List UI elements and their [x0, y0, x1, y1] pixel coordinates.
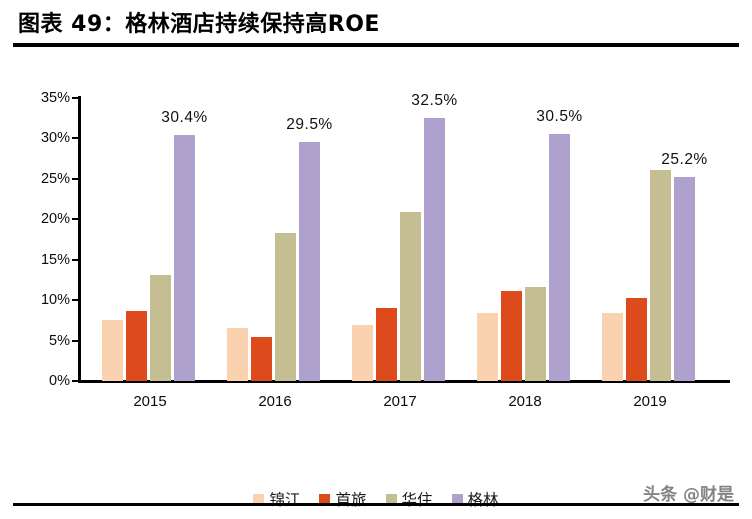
- y-axis-tick-label: 0%: [49, 373, 70, 389]
- title-divider: [13, 43, 739, 47]
- bar-格林-2015: [174, 135, 195, 381]
- legend-label: 首旅: [335, 491, 367, 509]
- footer-divider: [13, 503, 739, 506]
- bar-锦江-2016: [227, 327, 248, 381]
- bar-首旅-2015: [126, 311, 147, 381]
- legend-swatch-icon: [253, 493, 265, 505]
- legend-swatch-icon: [385, 493, 397, 505]
- y-axis-line: [78, 96, 81, 383]
- legend-label: 格林: [467, 491, 499, 509]
- bar-锦江-2017: [352, 325, 373, 381]
- bar-华住-2017: [400, 212, 421, 381]
- x-axis-tick-label: 2017: [383, 393, 417, 410]
- watermark: 头条 @财是: [643, 485, 734, 505]
- chart-legend: 锦江 首旅 华住 格林: [0, 488, 752, 510]
- bar-group: [477, 98, 573, 381]
- bar-格林-2018: [549, 134, 570, 381]
- bar-首旅-2018: [501, 291, 522, 381]
- bar-锦江-2018: [477, 313, 498, 381]
- bar-group: [227, 98, 323, 381]
- bar-group: [352, 98, 448, 381]
- bar-华住-2016: [275, 233, 296, 381]
- legend-item-格林[interactable]: 格林: [451, 488, 499, 510]
- legend-label: 锦江: [269, 491, 301, 509]
- y-axis-tick-mark: [72, 299, 80, 302]
- y-axis-tick-mark: [72, 137, 80, 140]
- data-label: 29.5%: [286, 116, 333, 134]
- bar-group: [602, 98, 698, 381]
- y-axis-tick-mark: [72, 177, 80, 180]
- chart-container: 35% 30% 25% 20% 15% 10% 5% 0% 2015 2016 2017 2018 2…: [0, 48, 752, 509]
- data-label: 30.4%: [161, 109, 208, 127]
- data-label: 25.2%: [661, 151, 708, 169]
- bar-锦江-2019: [602, 313, 623, 381]
- legend-item-华住[interactable]: 华住: [385, 488, 433, 510]
- y-axis-tick-mark: [72, 218, 80, 221]
- bar-华住-2015: [150, 275, 171, 381]
- data-label: 30.5%: [536, 108, 583, 126]
- bar-首旅-2016: [251, 337, 272, 381]
- legend-swatch-icon: [451, 493, 463, 505]
- y-axis-tick-label: 20%: [40, 211, 70, 228]
- plot-area: [80, 98, 725, 381]
- chart-title-block: 图表 49：格林酒店持续保持高ROE: [0, 0, 752, 48]
- x-axis-tick-label: 2019: [633, 393, 667, 410]
- y-axis-tick-label: 25%: [40, 170, 70, 187]
- legend-label: 华住: [401, 491, 433, 509]
- y-axis-tick-label: 5%: [49, 332, 70, 349]
- bar-group: [102, 98, 198, 381]
- y-axis-labels: 35% 30% 25% 20% 15% 10% 5% 0%: [0, 48, 70, 389]
- legend-item-首旅[interactable]: 首旅: [319, 488, 367, 510]
- legend-swatch-icon: [319, 493, 331, 505]
- bar-锦江-2015: [102, 320, 123, 381]
- bar-华住-2018: [525, 287, 546, 381]
- bar-首旅-2019: [626, 297, 647, 381]
- x-axis-tick-label: 2015: [133, 393, 167, 410]
- y-axis-tick-label: 10%: [40, 292, 70, 309]
- page-title: 图表 49：格林酒店持续保持高ROE: [18, 12, 380, 37]
- bar-华住-2019: [650, 169, 671, 381]
- y-axis-tick-label: 35%: [40, 90, 70, 106]
- x-axis-tick-label: 2018: [508, 393, 542, 410]
- x-axis-line: [78, 380, 730, 383]
- legend-item-锦江[interactable]: 锦江: [253, 488, 300, 510]
- y-axis-tick-mark: [72, 258, 80, 261]
- y-axis-tick-mark: [72, 97, 80, 99]
- y-axis-tick-label: 15%: [40, 251, 70, 268]
- data-label: 32.5%: [411, 92, 458, 110]
- bar-格林-2016: [299, 142, 320, 381]
- y-axis-tick-mark: [72, 380, 80, 382]
- x-axis-tick-label: 2016: [258, 393, 292, 410]
- y-axis-tick-label: 30%: [40, 130, 70, 147]
- bar-格林-2017: [424, 118, 445, 381]
- bar-首旅-2017: [376, 308, 397, 381]
- bar-格林-2019: [674, 177, 695, 381]
- y-axis-tick-mark: [72, 339, 80, 342]
